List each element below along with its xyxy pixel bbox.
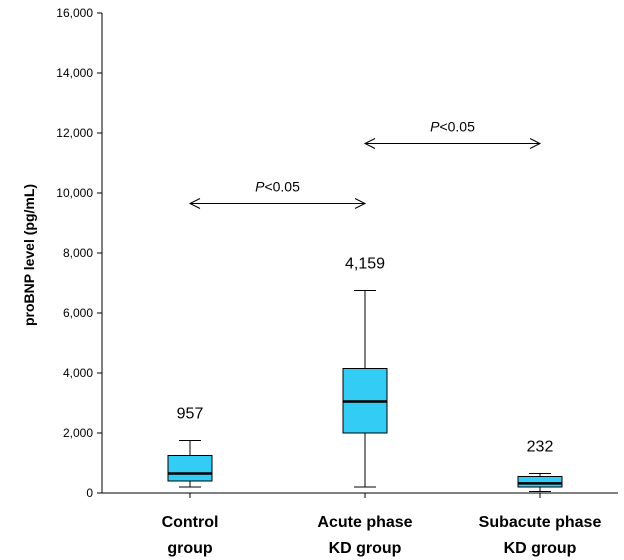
data-label: 4,159 — [345, 256, 385, 273]
y-tick-label: 4,000 — [63, 366, 93, 380]
iqr-box — [167, 455, 213, 482]
y-axis: 0 2,000 4,000 6,000 8,000 10,000 12,000 14,000 1… — [56, 6, 103, 500]
x-tick-label: group — [167, 540, 213, 557]
box-plot-series: 957 4,159 232 — [167, 256, 563, 492]
x-tick-label: Control — [162, 514, 219, 531]
arrow-left-icon — [363, 138, 376, 149]
data-label: 957 — [177, 406, 204, 423]
arrow-left-icon — [188, 198, 201, 209]
x-tick-label: Acute phase — [317, 514, 412, 531]
significance-comparisons: P<0.05 P<0.05 — [188, 119, 542, 209]
y-tick-label: 0 — [86, 486, 93, 500]
arrow-right-icon — [354, 198, 367, 209]
y-tick-label: 14,000 — [56, 66, 93, 80]
comparison-bracket: P<0.05 — [188, 179, 367, 209]
y-tick-label: 8,000 — [63, 246, 93, 260]
x-tick-label: KD group — [329, 540, 402, 557]
comparison-bracket: P<0.05 — [363, 119, 542, 149]
y-tick-label: 10,000 — [56, 186, 93, 200]
x-tick-label: KD group — [504, 540, 577, 557]
x-axis: Control group Acute phase KD group Subacute … — [102, 492, 618, 557]
significance-label: P<0.05 — [430, 119, 475, 135]
box-group: 232 — [517, 439, 563, 492]
x-tick-label: Subacute phase — [479, 514, 602, 531]
iqr-box — [517, 476, 563, 488]
arrow-right-icon — [529, 138, 542, 149]
y-axis-title: proBNP level (pg/mL) — [21, 184, 37, 326]
y-tick-label: 16,000 — [56, 6, 93, 20]
significance-label: P<0.05 — [255, 179, 300, 195]
y-tick-label: 12,000 — [56, 126, 93, 140]
y-tick-label: 6,000 — [63, 306, 93, 320]
box-group: 4,159 — [342, 256, 388, 488]
data-label: 232 — [527, 439, 554, 456]
box-group: 957 — [167, 406, 213, 488]
y-tick-label: 2,000 — [63, 426, 93, 440]
